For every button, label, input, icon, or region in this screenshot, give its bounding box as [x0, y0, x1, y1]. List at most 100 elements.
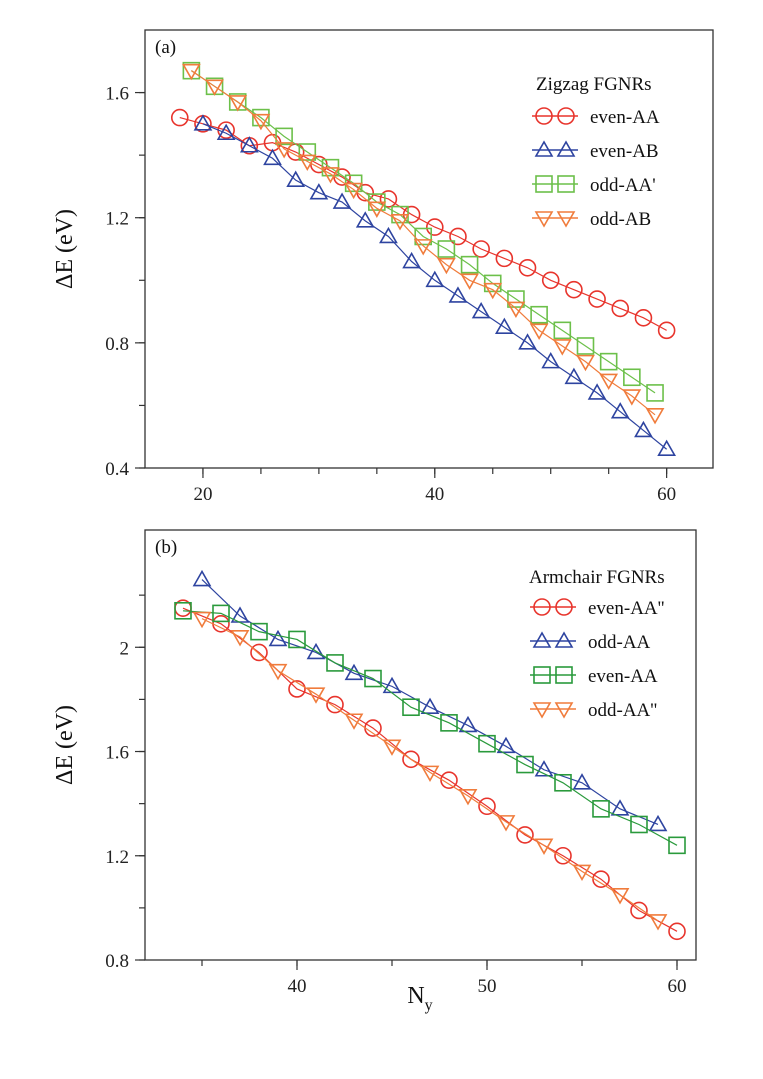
legend-marker-circle — [535, 107, 553, 125]
y-tick-label: 0.8 — [105, 951, 129, 972]
data-point-circle — [449, 227, 467, 246]
data-point-triangle-up — [541, 352, 561, 369]
legend-label: odd-AA'' — [588, 700, 657, 721]
data-point-triangle-down — [599, 373, 619, 391]
legend-label: even-AA — [590, 107, 660, 128]
data-point-triangle-down — [192, 611, 212, 629]
data-point-circle — [170, 108, 189, 127]
legend-marker-circle — [533, 598, 551, 616]
data-point-triangle-down — [274, 142, 294, 159]
data-point-circle — [541, 271, 560, 290]
data-point-circle — [588, 290, 606, 308]
data-point-triangle-down — [205, 79, 224, 96]
data-point-square — [460, 255, 479, 274]
data-point-square — [668, 836, 686, 855]
data-point-triangle-up — [448, 286, 468, 303]
data-point-triangle-up — [382, 676, 402, 694]
data-point-square — [174, 601, 192, 620]
y-tick-label: 0.8 — [105, 334, 129, 355]
data-point-square — [478, 734, 496, 753]
data-point-square — [507, 290, 525, 308]
legend-marker-triangle-up — [554, 631, 574, 648]
data-point-triangle-down — [228, 95, 248, 112]
x-tick-label: 60 — [657, 484, 676, 505]
series-line — [182, 610, 678, 846]
legend-marker-triangle-up — [534, 140, 554, 157]
data-point-triangle-down — [344, 182, 364, 200]
data-point-triangle-up — [471, 301, 491, 319]
data-point-triangle-up — [379, 226, 398, 244]
data-point-square — [326, 654, 344, 672]
data-point-triangle-down — [297, 154, 317, 172]
axes-b: 40 50 60 0.8 1.2 1.6 2 — [105, 594, 687, 997]
data-point-triangle-down — [420, 765, 440, 782]
series-b-4 — [192, 611, 668, 931]
x-tick-label: 40 — [288, 976, 307, 997]
data-point-circle — [518, 258, 537, 277]
data-point-square — [630, 815, 648, 834]
legend-label: even-AA — [588, 666, 658, 687]
legend-marker-circle — [557, 107, 575, 125]
data-point-circle — [516, 826, 534, 844]
data-point-circle — [440, 771, 458, 789]
legend-marker-triangle-down — [556, 211, 576, 228]
data-point-triangle-up — [634, 420, 653, 438]
data-point-circle — [657, 321, 676, 340]
legend-label: odd-AA' — [590, 175, 656, 196]
data-point-triangle-up — [534, 760, 554, 777]
series-a-4 — [181, 63, 665, 425]
data-point-circle — [592, 870, 610, 889]
data-point-circle — [250, 643, 268, 662]
legend-title-b: Armchair FGNRs — [529, 567, 665, 588]
data-point-square — [252, 108, 270, 127]
plot-frame-a — [144, 29, 714, 469]
legend-marker-triangle-down — [534, 211, 554, 228]
data-point-square — [516, 755, 534, 774]
data-point-triangle-up — [268, 629, 288, 647]
panel-label-b: (b) — [155, 537, 177, 558]
data-point-triangle-down — [382, 739, 402, 756]
data-point-square — [298, 143, 317, 161]
data-point-triangle-down — [534, 838, 554, 855]
series-line — [182, 607, 678, 932]
data-point-triangle-down — [181, 63, 201, 81]
data-point-triangle-down — [622, 389, 642, 406]
data-point-triangle-up — [610, 402, 630, 419]
data-point-triangle-down — [460, 273, 479, 290]
series-b-3 — [174, 601, 686, 855]
data-point-triangle-down — [483, 282, 503, 300]
data-point-circle — [668, 922, 686, 941]
data-point-triangle-up — [420, 697, 440, 715]
legend-a: even-AA even-AB odd-AA' odd-AB — [532, 107, 660, 230]
legend-marker-triangle-down — [532, 702, 552, 719]
data-point-triangle-up — [494, 317, 514, 335]
y-axis-label-a: ΔE (eV) — [52, 209, 78, 289]
y-tick-label: 0.4 — [105, 459, 129, 480]
data-point-square — [530, 305, 548, 324]
data-point-square — [554, 773, 572, 792]
data-point-square — [437, 240, 456, 258]
data-point-triangle-up — [610, 799, 630, 816]
legend-marker-square — [535, 175, 553, 193]
y-tick-label: 2 — [120, 638, 130, 659]
data-point-triangle-down — [506, 301, 526, 319]
data-point-circle — [554, 846, 572, 865]
data-point-triangle-down — [458, 789, 478, 806]
data-point-circle — [472, 240, 490, 258]
legend-marker-triangle-down — [554, 702, 574, 719]
data-point-triangle-up — [564, 367, 584, 385]
legend-label: odd-AB — [590, 209, 651, 230]
data-point-triangle-down — [437, 257, 456, 275]
panel-b-armchair: (b) Armchair FGNRs ΔE (eV) 40 50 60 0.8 1.2 1… — [52, 529, 697, 997]
data-point-circle — [611, 299, 630, 318]
data-point-triangle-up — [572, 773, 592, 790]
legend-label: odd-AA — [588, 632, 651, 653]
series-line — [179, 117, 667, 331]
data-point-triangle-up — [657, 439, 677, 457]
data-point-circle — [326, 695, 344, 714]
x-axis-label-main: N — [407, 983, 424, 1009]
legend-marker-square — [555, 666, 573, 684]
data-point-triangle-up — [263, 148, 282, 166]
x-tick-label: 50 — [478, 976, 497, 997]
data-point-triangle-down — [367, 201, 387, 218]
